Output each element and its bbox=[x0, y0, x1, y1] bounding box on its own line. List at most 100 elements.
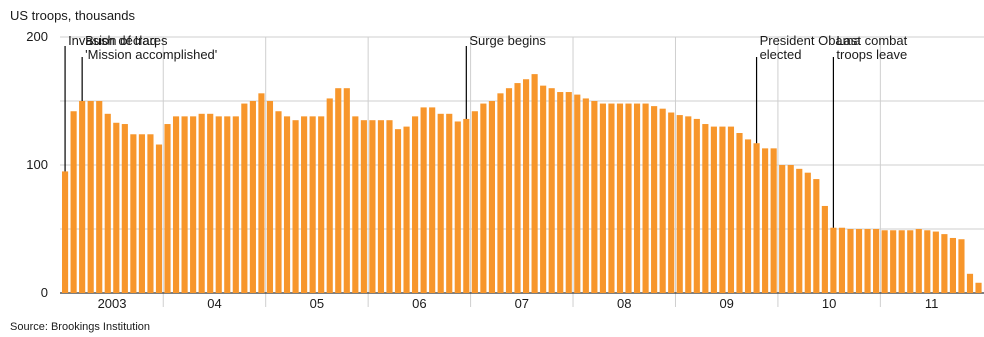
bar bbox=[292, 120, 299, 293]
bar bbox=[309, 116, 316, 293]
bar bbox=[574, 94, 581, 293]
bar-series bbox=[62, 74, 982, 294]
bar bbox=[96, 101, 103, 293]
x-tick-label: 11 bbox=[925, 296, 939, 311]
bar bbox=[540, 85, 547, 293]
annotation-label: Last combat bbox=[836, 33, 907, 48]
bar bbox=[830, 227, 837, 293]
bar bbox=[779, 165, 786, 293]
bar bbox=[685, 116, 692, 293]
bar bbox=[523, 79, 530, 294]
bar bbox=[676, 115, 683, 293]
bar bbox=[941, 234, 948, 293]
bar bbox=[770, 148, 777, 293]
bar bbox=[505, 88, 513, 293]
bar bbox=[172, 116, 180, 293]
bar bbox=[104, 113, 111, 293]
bar bbox=[890, 230, 897, 293]
x-axis: 2003 04 05 06 07 08 09 10 11 bbox=[98, 296, 939, 311]
bar bbox=[924, 230, 931, 293]
bar bbox=[207, 113, 214, 293]
bar bbox=[403, 126, 410, 293]
y-tick-label: 200 bbox=[26, 29, 48, 44]
chart-title: US troops, thousands bbox=[10, 8, 136, 23]
bar bbox=[736, 133, 743, 293]
bar bbox=[70, 111, 77, 294]
annotation-label: Surge begins bbox=[469, 33, 546, 48]
bar bbox=[907, 230, 914, 293]
bar bbox=[488, 101, 495, 293]
bar bbox=[659, 108, 666, 294]
bar bbox=[608, 103, 615, 293]
bar bbox=[343, 88, 350, 293]
bar bbox=[599, 103, 606, 293]
bar bbox=[224, 116, 231, 293]
bar bbox=[727, 126, 735, 293]
bar bbox=[429, 107, 436, 294]
bar bbox=[471, 111, 478, 294]
bar bbox=[591, 101, 598, 293]
bar bbox=[873, 229, 880, 293]
bar bbox=[318, 116, 325, 293]
gridlines bbox=[60, 36, 984, 307]
bar bbox=[710, 126, 717, 293]
bar bbox=[232, 116, 239, 293]
bar bbox=[266, 101, 274, 293]
bar bbox=[693, 118, 700, 293]
bar bbox=[915, 229, 922, 293]
bar bbox=[838, 227, 846, 293]
bar bbox=[352, 116, 359, 293]
bar bbox=[719, 126, 726, 293]
bar bbox=[198, 113, 205, 293]
bar bbox=[121, 124, 128, 293]
bar bbox=[633, 103, 641, 293]
bar bbox=[326, 98, 333, 293]
bar bbox=[787, 165, 794, 293]
bar bbox=[190, 116, 197, 293]
bar bbox=[642, 103, 649, 293]
bar bbox=[796, 168, 803, 293]
bar bbox=[164, 124, 171, 293]
y-tick-label: 0 bbox=[41, 285, 48, 300]
annotation-label: Invasion of Iraq bbox=[68, 33, 157, 48]
bar bbox=[62, 171, 69, 293]
bar bbox=[625, 103, 632, 293]
bar bbox=[616, 103, 624, 293]
bar bbox=[958, 239, 965, 293]
bar bbox=[87, 101, 94, 293]
x-tick-label: 04 bbox=[207, 296, 221, 311]
x-tick-label: 08 bbox=[617, 296, 631, 311]
bar bbox=[582, 98, 589, 293]
bar bbox=[762, 148, 769, 293]
bar bbox=[147, 134, 154, 293]
bar bbox=[241, 103, 248, 293]
bar bbox=[155, 144, 163, 293]
bar bbox=[557, 92, 564, 293]
bar bbox=[565, 92, 572, 293]
bar bbox=[463, 118, 470, 293]
bar bbox=[394, 129, 402, 293]
bar bbox=[932, 231, 939, 293]
bar bbox=[437, 113, 444, 293]
bar bbox=[454, 121, 461, 293]
annotation-label: troops leave bbox=[836, 47, 907, 62]
bar bbox=[181, 116, 188, 293]
bar bbox=[377, 120, 385, 293]
bar bbox=[702, 124, 709, 293]
annotation-label: Bush declares bbox=[85, 33, 168, 48]
bar bbox=[497, 93, 504, 293]
x-tick-label: 09 bbox=[719, 296, 733, 311]
bar bbox=[412, 116, 419, 293]
bar bbox=[446, 113, 453, 293]
x-tick-label: 07 bbox=[515, 296, 529, 311]
bar bbox=[79, 101, 86, 293]
bar bbox=[847, 229, 854, 293]
bar bbox=[813, 179, 820, 293]
bar bbox=[864, 229, 871, 293]
bar bbox=[420, 107, 427, 294]
bar bbox=[881, 230, 888, 293]
source-note: Source: Brookings Institution bbox=[10, 321, 150, 333]
bar bbox=[275, 111, 282, 294]
bar bbox=[651, 106, 658, 294]
